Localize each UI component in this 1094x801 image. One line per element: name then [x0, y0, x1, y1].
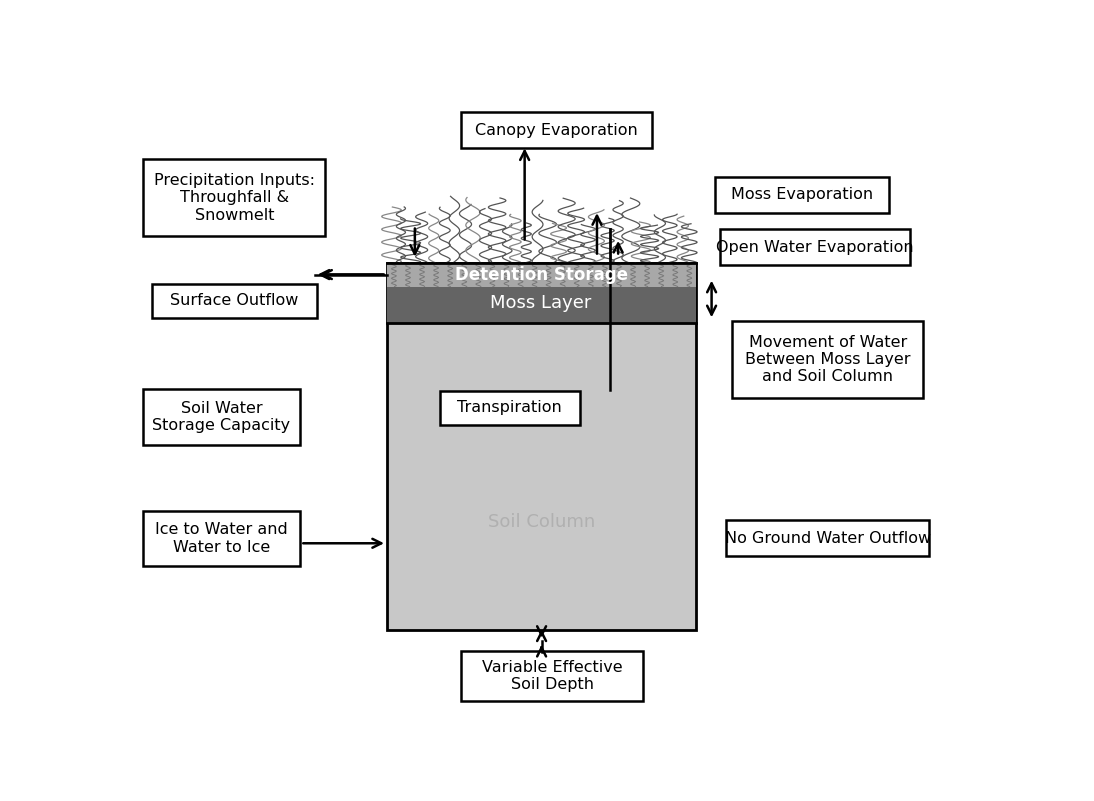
Bar: [440, 391, 580, 425]
Text: Moss Layer: Moss Layer: [490, 294, 592, 312]
Text: Canopy Evaporation: Canopy Evaporation: [475, 123, 638, 138]
Bar: [720, 229, 910, 265]
Bar: [732, 321, 923, 398]
Text: Soil Water
Storage Capacity: Soil Water Storage Capacity: [152, 400, 291, 433]
Bar: [461, 112, 652, 148]
Text: Surface Outflow: Surface Outflow: [170, 293, 299, 308]
Text: Precipitation Inputs:
Throughfall &
Snowmelt: Precipitation Inputs: Throughfall & Snow…: [154, 173, 315, 223]
Bar: [387, 263, 696, 323]
Bar: [143, 159, 325, 236]
Text: Moss Evaporation: Moss Evaporation: [731, 187, 873, 203]
Text: Detention Storage: Detention Storage: [455, 266, 628, 284]
Text: Ice to Water and
Water to Ice: Ice to Water and Water to Ice: [155, 522, 288, 554]
Bar: [461, 651, 643, 701]
Bar: [715, 177, 889, 213]
Bar: [726, 521, 930, 556]
Text: Movement of Water
Between Moss Layer
and Soil Column: Movement of Water Between Moss Layer and…: [745, 335, 910, 384]
Text: Open Water Evaporation: Open Water Evaporation: [717, 239, 913, 255]
Bar: [152, 284, 317, 318]
Bar: [387, 263, 696, 287]
Text: Soil Column: Soil Column: [488, 513, 595, 531]
Bar: [143, 510, 300, 566]
Text: No Ground Water Outflow: No Ground Water Outflow: [724, 531, 931, 545]
Bar: [387, 263, 696, 630]
Bar: [143, 389, 300, 445]
Text: Transpiration: Transpiration: [457, 400, 562, 415]
Text: Variable Effective
Soil Depth: Variable Effective Soil Depth: [481, 660, 622, 692]
